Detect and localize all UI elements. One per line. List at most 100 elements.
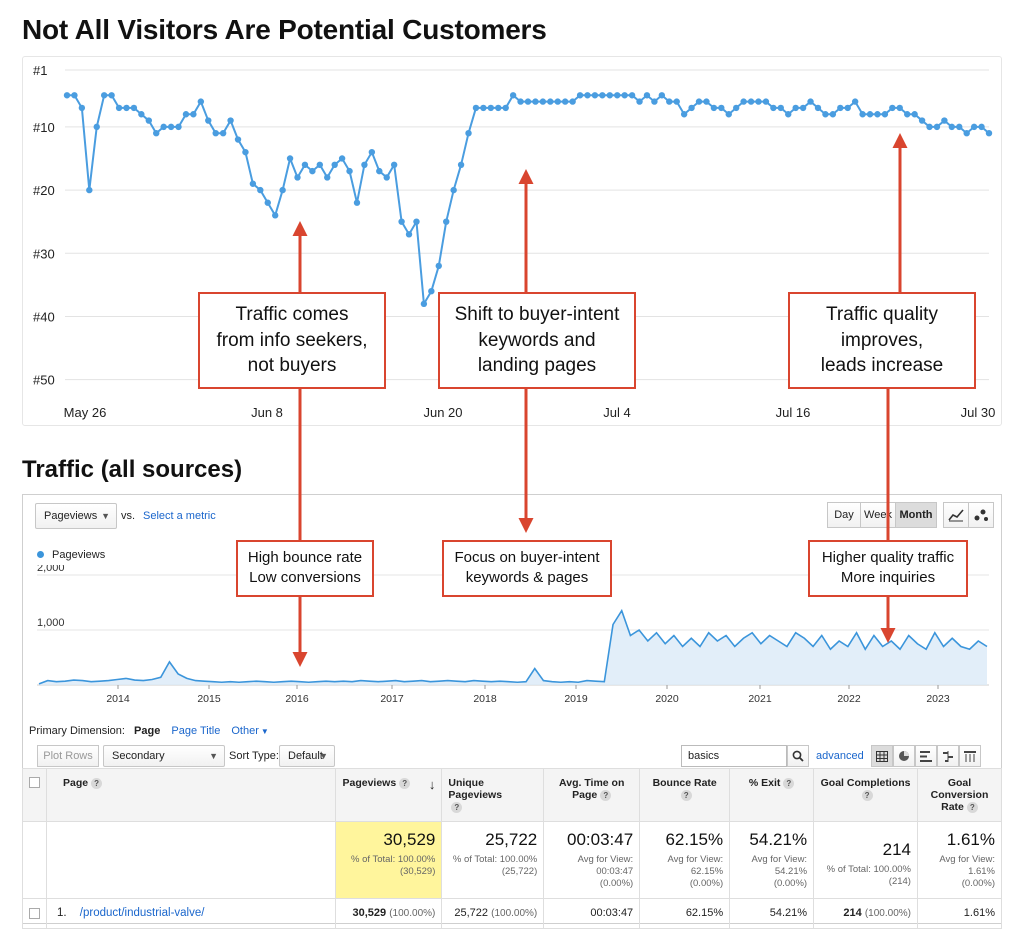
comparison-view-icon[interactable] <box>937 745 959 767</box>
line-chart-icon[interactable] <box>943 502 969 528</box>
rank-data-point <box>747 98 755 105</box>
search-icon[interactable] <box>787 745 809 767</box>
pivot-view-icon[interactable] <box>959 745 981 767</box>
select-metric-link[interactable]: Select a metric <box>143 510 216 522</box>
secondary-dimension-select[interactable]: Secondary dimension▼ <box>103 745 225 782</box>
x-tick-label: Jul 30 <box>961 405 996 420</box>
rank-data-point <box>703 98 710 105</box>
totals-checkbox-cell <box>22 821 47 899</box>
rank-data-point <box>495 104 502 112</box>
x-tick-label: 2023 <box>926 693 950 705</box>
rank-data-point <box>695 98 703 105</box>
chevron-down-icon[interactable]: ▼ <box>260 727 269 736</box>
pie-view-icon[interactable] <box>893 745 915 767</box>
col-unique-pageviews[interactable]: Unique Pageviews? <box>441 768 545 822</box>
row-page-link[interactable]: /product/industrial-valve/ <box>79 906 205 919</box>
week-button[interactable]: Week <box>860 502 896 528</box>
help-icon[interactable]: ? <box>399 777 411 789</box>
callout-line: improves, <box>840 329 924 351</box>
rank-data-point <box>71 92 78 99</box>
col-bounce-rate[interactable]: Bounce Rate? <box>639 768 731 822</box>
rank-data-point <box>78 104 86 112</box>
col-goal-completions[interactable]: Goal Completions? <box>813 768 918 822</box>
row-goals-pct: (100.00%) <box>864 907 911 919</box>
rank-data-point <box>837 104 844 112</box>
total-pageviews-abs: (30,529) <box>399 865 436 877</box>
callout-high-bounce: High bounce rate Low conversions <box>236 540 374 597</box>
rank-data-point <box>524 98 532 105</box>
row-index: 1. <box>57 906 67 919</box>
table-row: 1. /product/industrial-valve/ 30,529 (10… <box>22 897 1003 929</box>
sort-type-select[interactable]: Default ▼ <box>279 745 335 767</box>
rank-data-point <box>219 130 227 137</box>
rank-data-point <box>286 155 294 162</box>
col-pageviews[interactable]: Pageviews? ↓ <box>335 768 443 822</box>
x-tick-label: 2015 <box>197 693 221 705</box>
rank-data-point <box>770 104 777 112</box>
rank-data-point <box>547 98 554 105</box>
x-tick-label: 2016 <box>285 693 309 705</box>
col-avg-time-label: Avg. Time on Page <box>559 777 625 801</box>
rank-data-point <box>636 98 643 105</box>
total-unique-cell: 25,722 % of Total: 100.00% (25,722) <box>441 821 545 899</box>
advanced-link[interactable]: advanced <box>816 750 864 762</box>
help-icon[interactable]: ? <box>680 789 692 801</box>
rank-data-point <box>941 117 948 124</box>
rank-data-point <box>398 218 405 225</box>
rank-data-point <box>725 111 732 118</box>
rank-data-point <box>710 104 718 112</box>
rank-data-point <box>859 111 866 118</box>
dimension-page-title[interactable]: Page Title <box>171 725 221 737</box>
table-header-row: Page? Pageviews? ↓ Unique Pageviews? Avg.… <box>22 768 1003 822</box>
x-tick-label: Jun 20 <box>423 405 462 420</box>
rank-data-point <box>829 111 837 118</box>
rank-data-point <box>457 161 465 168</box>
y-tick-label: #20 <box>33 183 55 198</box>
help-icon[interactable]: ? <box>451 801 463 813</box>
exit-view-value: 54.21% <box>774 865 808 877</box>
rank-data-point <box>569 98 576 105</box>
help-icon[interactable]: ? <box>91 777 103 789</box>
rank-data-point <box>561 98 569 105</box>
help-icon[interactable]: ? <box>783 777 795 789</box>
col-unique-label: Unique Pageviews <box>448 777 503 801</box>
row-checkbox[interactable] <box>22 897 47 929</box>
col-exit[interactable]: % Exit? <box>729 768 815 822</box>
col-page[interactable]: Page? <box>45 768 337 822</box>
rank-data-point <box>978 123 985 131</box>
rank-data-point <box>576 92 584 99</box>
col-avg-time[interactable]: Avg. Time on Page? <box>543 768 641 822</box>
performance-view-icon[interactable] <box>915 745 937 767</box>
help-icon[interactable]: ? <box>600 789 612 801</box>
primary-dimension-bar: Primary Dimension: Page Page Title Other… <box>29 725 269 737</box>
metric-select[interactable]: Pageviews ▼ <box>35 503 117 529</box>
help-icon[interactable]: ? <box>861 789 873 801</box>
plot-rows-button[interactable]: Plot Rows <box>37 745 99 767</box>
rank-data-point <box>160 123 167 131</box>
col-goal-rate[interactable]: Goal Conversion Rate? <box>916 768 1003 822</box>
total-pageviews: 30,529 <box>383 830 436 849</box>
total-pageviews-cell: 30,529 % of Total: 100.00% (30,529) <box>335 821 443 899</box>
month-button[interactable]: Month <box>895 502 937 528</box>
motion-chart-icon[interactable] <box>968 502 994 528</box>
rank-data-point <box>294 174 301 181</box>
table-search-input[interactable]: basics <box>681 745 787 767</box>
dimension-page[interactable]: Page <box>134 725 161 737</box>
select-all-checkbox[interactable] <box>22 768 47 822</box>
sort-desc-icon[interactable]: ↓ <box>428 777 436 792</box>
rank-data-point <box>658 92 666 99</box>
y-tick-label: #10 <box>33 120 55 135</box>
rank-data-point <box>688 104 695 112</box>
dimension-other[interactable]: Other <box>231 725 259 737</box>
total-unique: 25,722 <box>485 830 538 849</box>
rank-data-point <box>450 186 457 194</box>
rank-data-point <box>896 104 903 112</box>
table-view-icon[interactable] <box>871 745 893 767</box>
chevron-down-icon: ▼ <box>101 511 110 521</box>
day-button[interactable]: Day <box>827 502 861 528</box>
y-tick-label: #50 <box>33 373 55 388</box>
rank-data-point <box>956 123 963 131</box>
rank-data-point <box>889 104 896 112</box>
rank-data-point <box>844 104 851 112</box>
help-icon[interactable]: ? <box>966 801 978 813</box>
